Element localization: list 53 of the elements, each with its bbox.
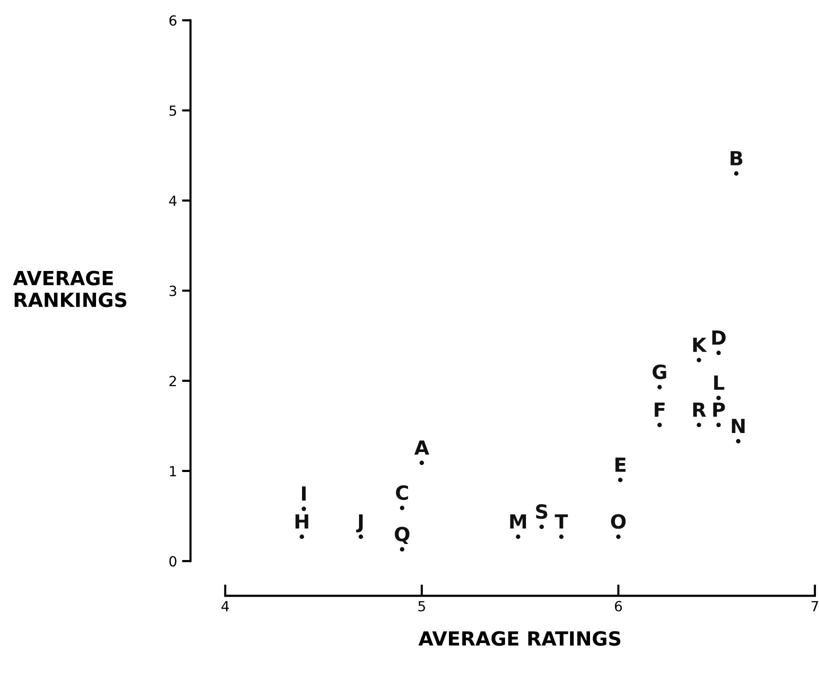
point [302, 506, 306, 511]
y-axis-title: AVERAGE RANKINGS [13, 270, 126, 308]
y-tick-label: 2 [169, 376, 176, 386]
y-tick-label: 0 [169, 556, 176, 567]
y-tick-label: 4 [169, 196, 177, 206]
point [400, 547, 404, 552]
point [657, 422, 662, 428]
data-label: G [652, 364, 666, 380]
data-label: K [693, 338, 708, 352]
x-tick-label: 6 [614, 600, 622, 612]
y-tick-label: 1 [170, 466, 176, 476]
y-tick-label: 5 [170, 106, 176, 116]
data-label: F [654, 402, 665, 417]
data-label: H [296, 514, 308, 529]
point [696, 358, 702, 362]
data-label: Q [394, 526, 410, 544]
point [300, 534, 304, 539]
data-label: N [732, 418, 745, 433]
point [539, 524, 544, 530]
point [716, 422, 721, 428]
data-label: T [554, 514, 568, 529]
point [400, 506, 404, 510]
point [616, 534, 621, 539]
data-label: S [536, 504, 548, 519]
point [734, 171, 738, 176]
data-label: C [396, 485, 408, 500]
data-label: M [510, 514, 526, 529]
point [516, 534, 520, 539]
data-label: A [414, 440, 430, 455]
x-axis-title: AVERAGE RATINGS [418, 631, 620, 646]
point [716, 396, 721, 400]
x-tick-label: 4 [221, 601, 229, 612]
data-label: E [615, 458, 626, 472]
point [420, 460, 424, 466]
data-label: O [611, 514, 626, 529]
data-label: D [712, 330, 726, 345]
point [657, 384, 662, 390]
y-tick-label: 3 [170, 286, 176, 296]
data-label: J [356, 514, 363, 532]
data-label: B [730, 151, 742, 166]
data-label: P [713, 402, 725, 417]
point [618, 478, 623, 482]
data-label: L [714, 376, 724, 390]
data-label: I [302, 486, 306, 501]
point [559, 534, 564, 539]
data-label: R [693, 402, 706, 417]
point [716, 350, 721, 356]
point [736, 439, 740, 444]
point [696, 422, 702, 428]
y-tick-label: 6 [169, 15, 176, 26]
x-tick-label: 5 [418, 601, 425, 612]
x-tick-label: 7 [812, 601, 818, 612]
point [358, 534, 364, 539]
